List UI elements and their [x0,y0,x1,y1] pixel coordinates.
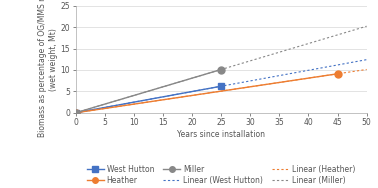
Legend: West Hutton, Heather, Miller, Linear (West Hutton), Linear (Heather), Linear (Mi: West Hutton, Heather, Miller, Linear (We… [87,165,355,185]
Y-axis label: Biomass as percentage of OG/MMS mass
(wet weight, Mt): Biomass as percentage of OG/MMS mass (we… [38,0,57,137]
X-axis label: Years since installation: Years since installation [177,130,265,139]
